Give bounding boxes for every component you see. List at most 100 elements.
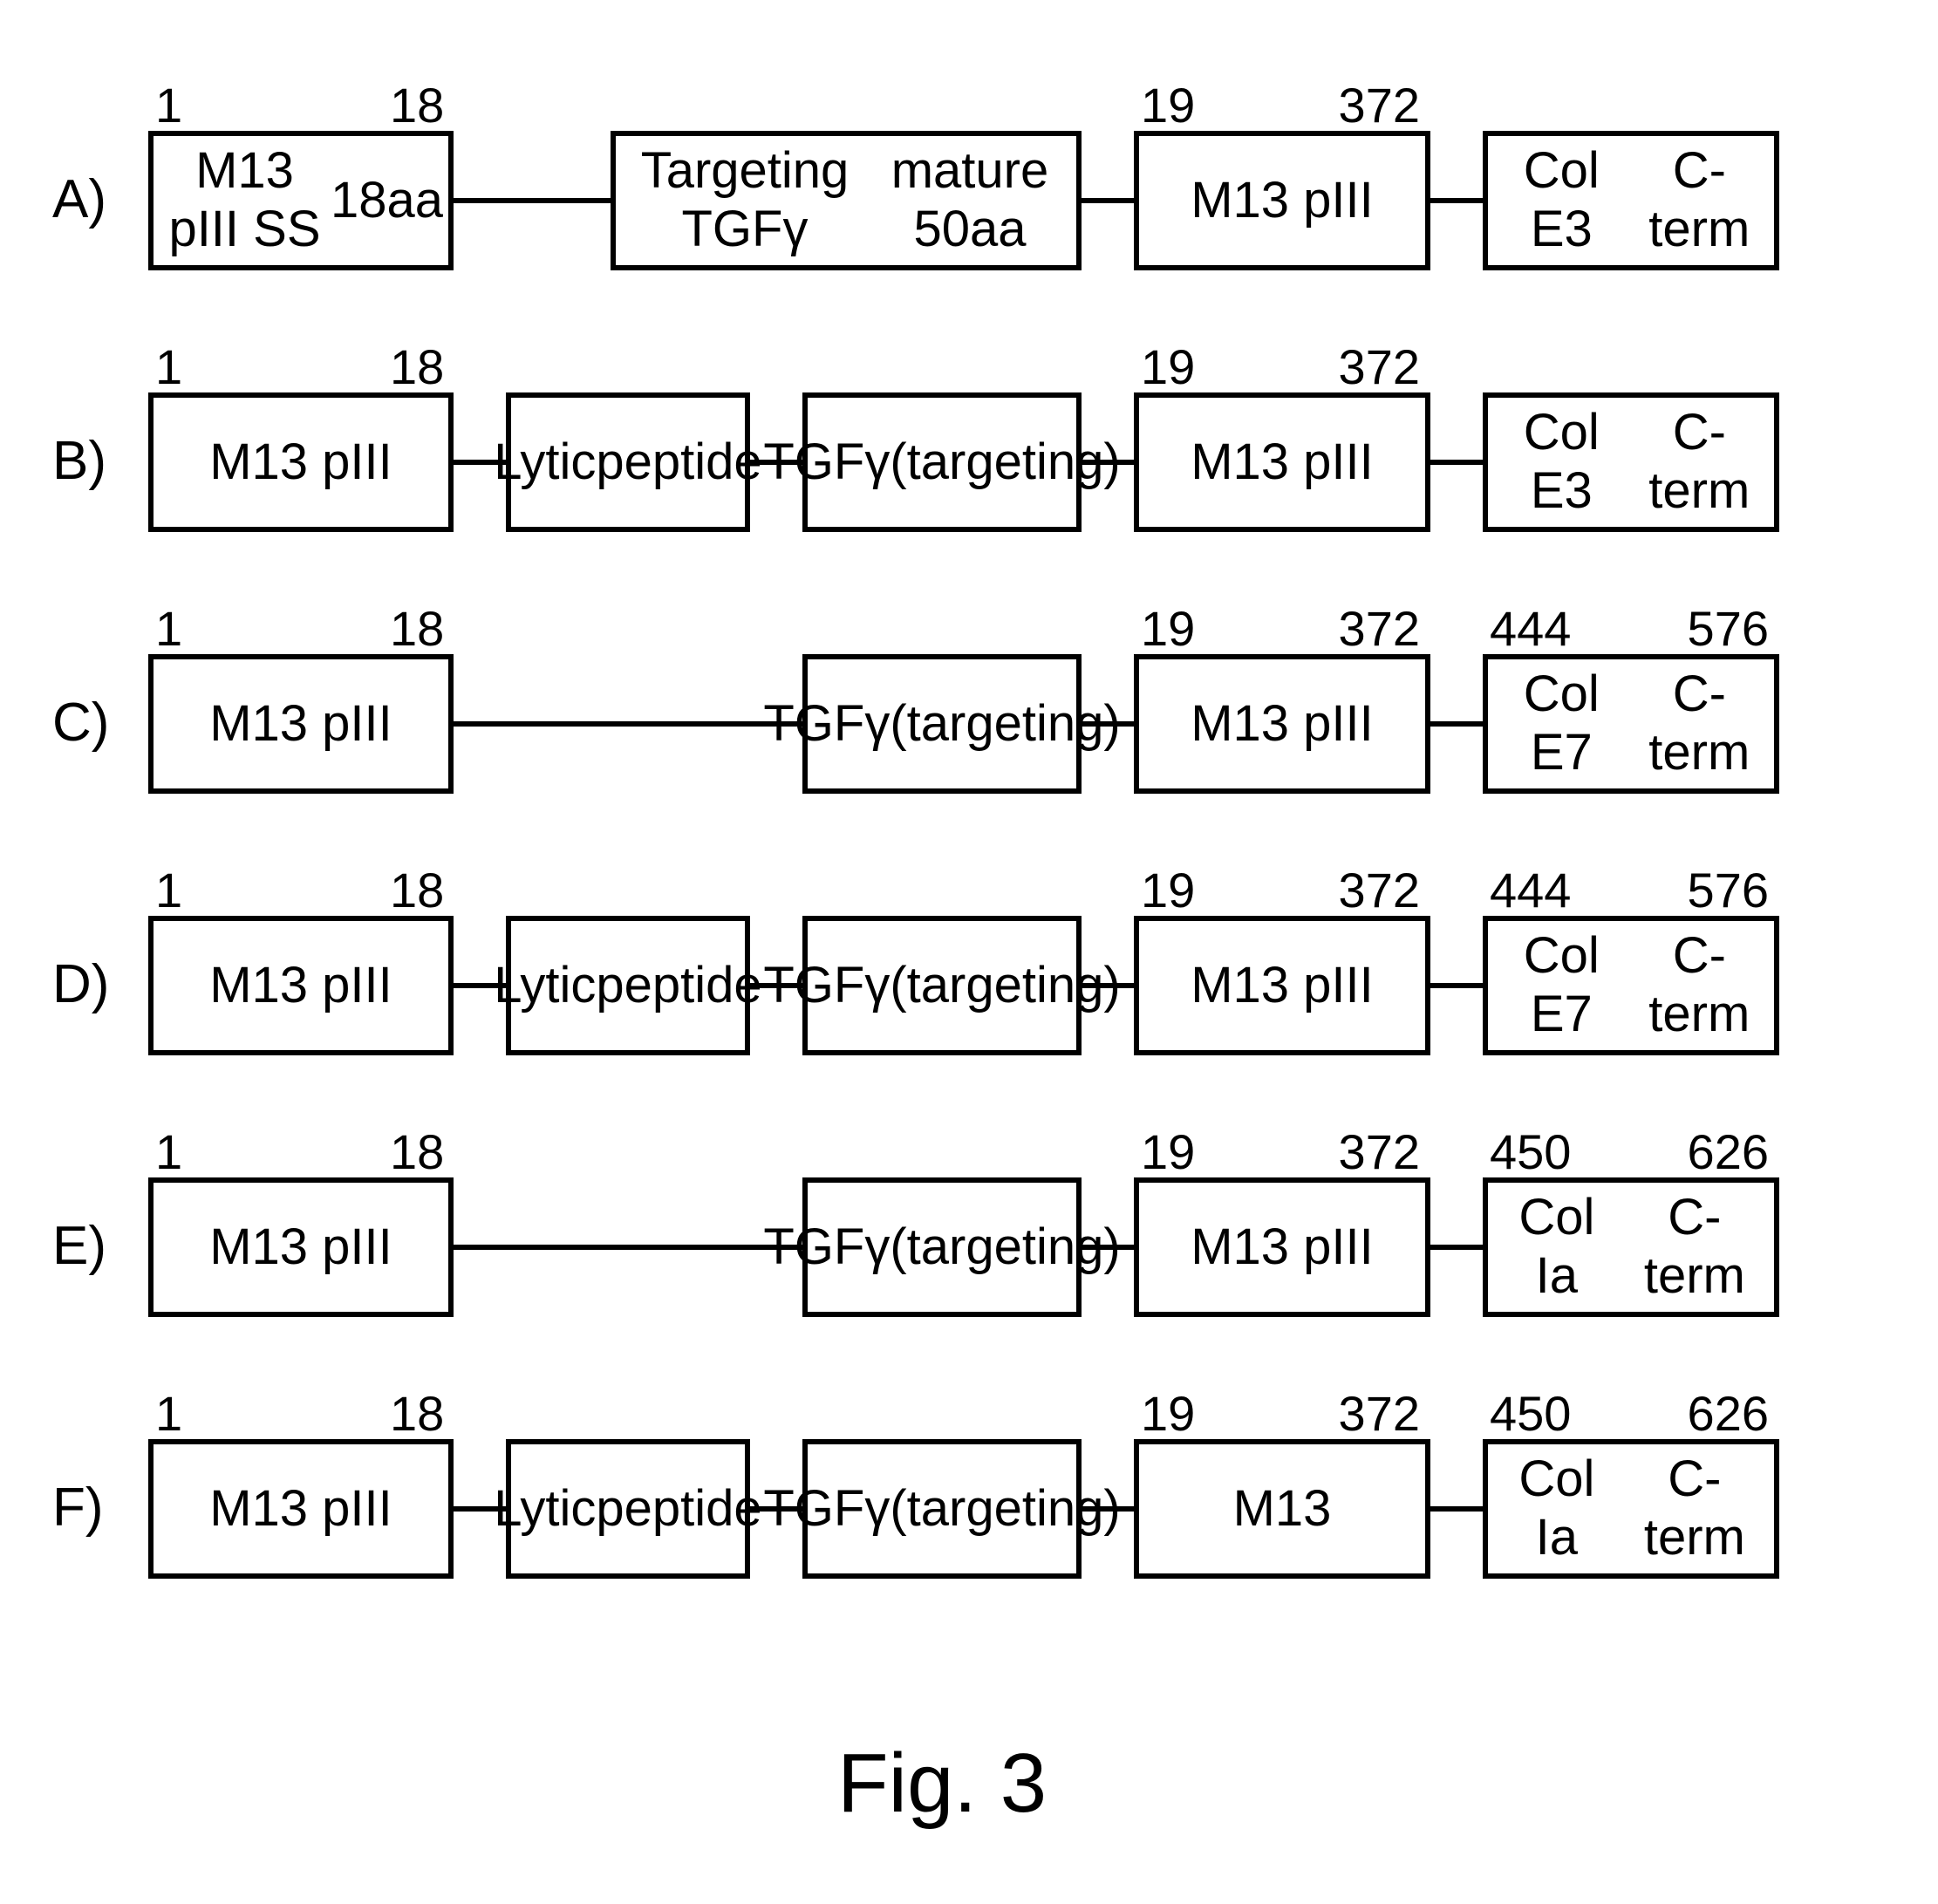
row-D-box-col4-num-1: 372 <box>1339 862 1420 918</box>
box-line: Lytic <box>494 433 596 492</box>
box-line: M13 pIII <box>209 695 392 754</box>
box-line: Col E7 <box>1493 927 1630 1043</box>
box-line: M13 <box>1233 1480 1332 1539</box>
box-line: Col Ia <box>1493 1450 1621 1566</box>
row-E-box-col1-num-1: 18 <box>390 1123 444 1180</box>
row-A-box-col1-num-0: 1 <box>155 77 182 133</box>
row-B-connector-1 <box>750 460 802 465</box>
row-E-box-col4: M13 pIII <box>1134 1177 1430 1317</box>
row-A-box-col5: Col E3C-term <box>1483 131 1779 270</box>
row-C-box-col4-num-0: 19 <box>1141 600 1195 657</box>
row-C-box-col5-num-1: 576 <box>1688 600 1769 657</box>
row-label-A: A) <box>52 168 106 230</box>
row-E-box-col5-num-0: 450 <box>1490 1123 1571 1180</box>
row-C-box-col4-num-1: 372 <box>1339 600 1420 657</box>
box-line: M13 pIII <box>1191 172 1374 230</box>
box-line: Col E7 <box>1493 665 1630 781</box>
row-C-box-col3: TGFγ(targeting) <box>802 654 1082 794</box>
row-B-connector-2 <box>1082 460 1134 465</box>
box-line: M13 pIII <box>1191 1218 1374 1277</box>
row-D-connector-3 <box>1430 983 1483 988</box>
box-line: peptide <box>596 433 761 492</box>
row-label-F: F) <box>52 1477 104 1539</box>
row-D-box-col3: TGFγ(targeting) <box>802 916 1082 1055</box>
row-label-D: D) <box>52 953 109 1015</box>
row-B-box-col4-num-1: 372 <box>1339 338 1420 395</box>
row-F-box-col5: Col IaC-term <box>1483 1439 1779 1579</box>
row-B-box-col5: Col E3C-term <box>1483 392 1779 532</box>
row-B-connector-0 <box>454 460 506 465</box>
row-C-box-col5: Col E7C-term <box>1483 654 1779 794</box>
row-F-box-col4-num-1: 372 <box>1339 1385 1420 1442</box>
box-line: M13 pIII <box>209 1218 392 1277</box>
box-line: Lytic <box>494 1480 596 1539</box>
box-line: M13 pIII <box>209 957 392 1015</box>
row-C-box-col1-num-0: 1 <box>155 600 182 657</box>
diagram-page: A)M13 pIII SS18aa118Targeting TGFγmature… <box>0 0 1938 1904</box>
row-B-box-col1-num-0: 1 <box>155 338 182 395</box>
row-F-box-col2: Lyticpeptide <box>506 1439 750 1579</box>
box-line: M13 pIII <box>1191 433 1374 492</box>
row-D-box-col4: M13 pIII <box>1134 916 1430 1055</box>
box-line: Col Ia <box>1493 1189 1621 1305</box>
row-A-box-col3: Targeting TGFγmature 50aa <box>611 131 1082 270</box>
row-D-box-col2: Lyticpeptide <box>506 916 750 1055</box>
row-D-box-col5: Col E7C-term <box>1483 916 1779 1055</box>
row-D-connector-1 <box>750 983 802 988</box>
row-A-connector-2 <box>1430 198 1483 203</box>
row-F-box-col1-num-1: 18 <box>390 1385 444 1442</box>
box-line: M13 pIII SS <box>159 142 331 258</box>
row-label-C: C) <box>52 692 109 754</box>
row-D-box-col1-num-1: 18 <box>390 862 444 918</box>
row-E-box-col5-num-1: 626 <box>1688 1123 1769 1180</box>
row-D-box-col1: M13 pIII <box>148 916 454 1055</box>
box-line: C-term <box>1621 1450 1769 1566</box>
box-line: M13 pIII <box>1191 957 1374 1015</box>
row-F-connector-1 <box>750 1506 802 1512</box>
row-C-box-col1-num-1: 18 <box>390 600 444 657</box>
row-E-connector-2 <box>1430 1245 1483 1250</box>
box-line: Col E3 <box>1493 404 1630 520</box>
row-D-box-col1-num-0: 1 <box>155 862 182 918</box>
row-D-box-col5-num-0: 444 <box>1490 862 1571 918</box>
row-C-box-col5-num-0: 444 <box>1490 600 1571 657</box>
row-B-box-col4-num-0: 19 <box>1141 338 1195 395</box>
row-E-connector-0 <box>454 1245 802 1250</box>
row-F-box-col4: M13 <box>1134 1439 1430 1579</box>
row-F-box-col3: TGFγ(targeting) <box>802 1439 1082 1579</box>
row-B-box-col2: Lyticpeptide <box>506 392 750 532</box>
row-A-connector-0 <box>454 198 611 203</box>
row-C-connector-2 <box>1430 721 1483 727</box>
row-A-connector-1 <box>1082 198 1134 203</box>
row-F-box-col5-num-0: 450 <box>1490 1385 1571 1442</box>
box-line: M13 pIII <box>1191 695 1374 754</box>
row-B-connector-3 <box>1430 460 1483 465</box>
row-C-connector-0 <box>454 721 802 727</box>
box-line: 18aa <box>331 172 443 230</box>
row-F-box-col4-num-0: 19 <box>1141 1385 1195 1442</box>
row-D-connector-0 <box>454 983 506 988</box>
row-label-E: E) <box>52 1215 106 1277</box>
row-B-box-col1: M13 pIII <box>148 392 454 532</box>
row-B-box-col4: M13 pIII <box>1134 392 1430 532</box>
box-line: C-term <box>1621 1189 1769 1305</box>
box-line: C-term <box>1630 927 1769 1043</box>
row-A-box-col1: M13 pIII SS18aa <box>148 131 454 270</box>
row-A-box-col4: M13 pIII <box>1134 131 1430 270</box>
row-label-B: B) <box>52 430 106 492</box>
row-C-box-col1: M13 pIII <box>148 654 454 794</box>
figure-caption: Fig. 3 <box>837 1736 1047 1832</box>
box-line: Lytic <box>494 957 596 1015</box>
row-E-box-col1: M13 pIII <box>148 1177 454 1317</box>
box-line: Targeting TGFγ <box>621 142 869 258</box>
box-line: M13 pIII <box>209 433 392 492</box>
row-E-box-col4-num-0: 19 <box>1141 1123 1195 1180</box>
row-E-box-col1-num-0: 1 <box>155 1123 182 1180</box>
row-E-box-col4-num-1: 372 <box>1339 1123 1420 1180</box>
box-line: mature 50aa <box>869 142 1071 258</box>
row-A-box-col1-num-1: 18 <box>390 77 444 133</box>
row-E-box-col3: TGFγ(targeting) <box>802 1177 1082 1317</box>
box-line: C-term <box>1630 404 1769 520</box>
row-C-connector-1 <box>1082 721 1134 727</box>
box-line: Col E3 <box>1493 142 1630 258</box>
